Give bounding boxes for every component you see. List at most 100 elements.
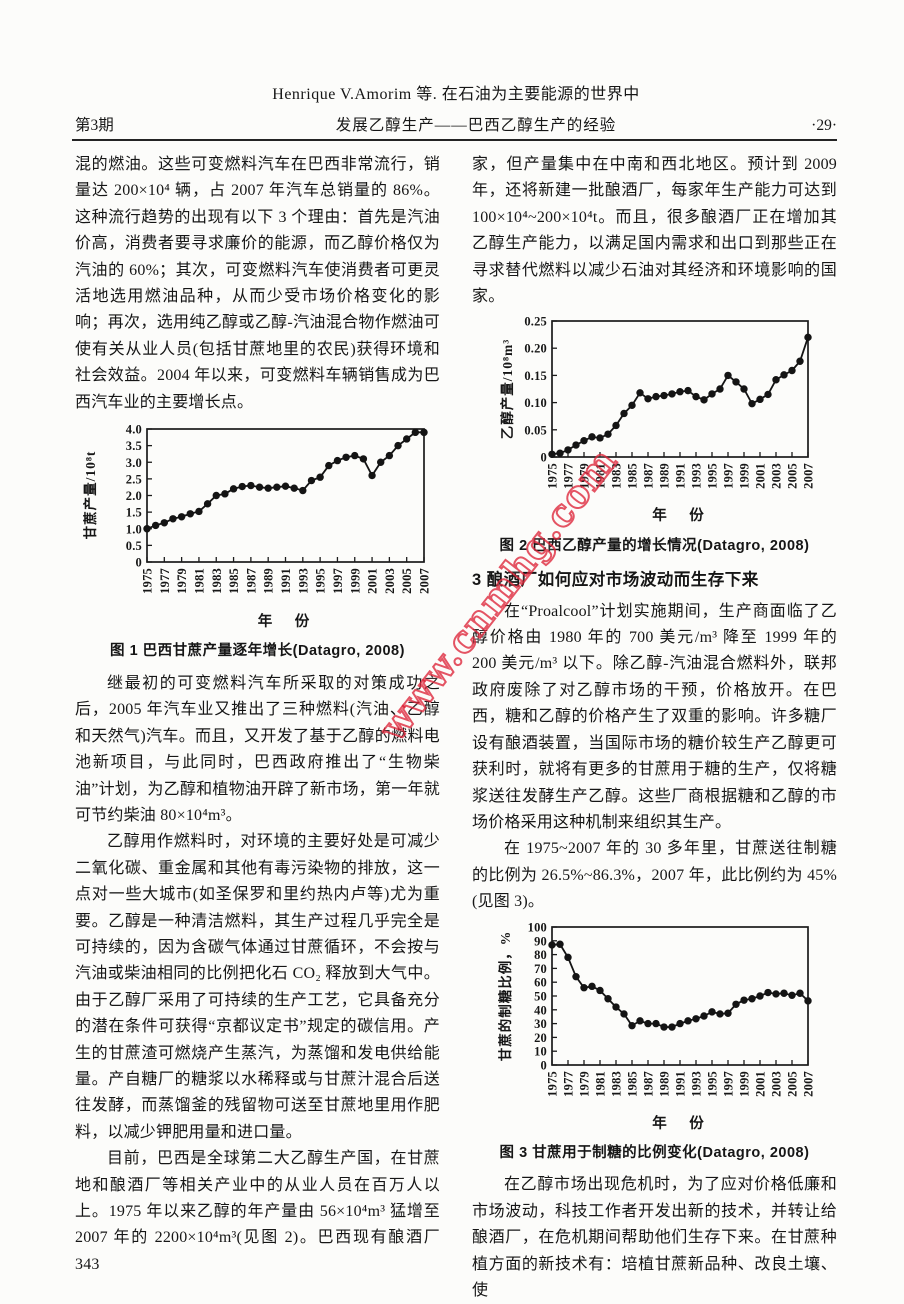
svg-text:20: 20: [534, 1030, 547, 1044]
svg-text:1983: 1983: [610, 1071, 624, 1097]
svg-text:1979: 1979: [578, 1071, 592, 1097]
svg-text:2001: 2001: [754, 463, 768, 489]
running-head-title: Henrique V.Amorim 等. 在石油为主要能源的世界中: [272, 86, 640, 103]
svg-text:1987: 1987: [244, 568, 258, 594]
svg-text:1991: 1991: [279, 568, 293, 594]
left-column: 混的燃油。这些可变燃料汽车在巴西非常流行，销量达 200×10⁴ 辆，占 200…: [75, 152, 440, 1304]
paragraph: 家，但产量集中在中南和西北地区。预计到 2009 年，还将新建一批酿酒厂，每家年…: [472, 156, 837, 306]
svg-text:1985: 1985: [626, 1071, 640, 1097]
svg-text:2003: 2003: [383, 568, 397, 594]
svg-text:2005: 2005: [400, 568, 414, 594]
svg-text:3.5: 3.5: [126, 439, 142, 453]
svg-text:2001: 2001: [366, 568, 380, 594]
svg-text:1995: 1995: [706, 463, 720, 489]
svg-text:1993: 1993: [690, 463, 704, 489]
svg-text:40: 40: [534, 1003, 547, 1017]
svg-text:1985: 1985: [227, 568, 241, 594]
issue-number: 第3期: [75, 117, 114, 134]
figure1-y-axis-label: 甘蔗产量/10⁸t: [82, 451, 98, 540]
svg-text:60: 60: [534, 975, 547, 989]
header-rule: [72, 139, 837, 141]
paragraph: 乙醇用作燃料时，对环境的主要好处是可减少二氧化碳、重金属和其他有毒污染物的排放，…: [75, 833, 440, 1141]
svg-text:1981: 1981: [594, 463, 608, 489]
svg-text:1977: 1977: [562, 463, 576, 489]
svg-text:1987: 1987: [642, 1071, 656, 1097]
svg-text:0.5: 0.5: [126, 539, 142, 553]
svg-text:2007: 2007: [802, 463, 816, 489]
figure1-x-axis-label: 年 份: [257, 614, 314, 631]
svg-text:90: 90: [534, 934, 547, 948]
svg-text:1981: 1981: [192, 568, 206, 594]
svg-text:1989: 1989: [658, 463, 672, 489]
svg-text:70: 70: [534, 961, 547, 975]
svg-text:0.15: 0.15: [524, 369, 547, 383]
svg-text:1989: 1989: [262, 568, 276, 594]
svg-text:1993: 1993: [690, 1071, 704, 1097]
paragraph: 在 1975~2007 年的 30 多年里，甘蔗送往制糖的比例为 26.5%~8…: [472, 840, 837, 911]
svg-text:1991: 1991: [674, 1071, 688, 1097]
figure-1: 甘蔗产量/10⁸t 0 0.5 1.0 1.5 2.0 2.5 3.0 3.5 4.0 1975 1…: [75, 421, 440, 665]
svg-text:1989: 1989: [658, 1071, 672, 1097]
svg-text:1997: 1997: [722, 463, 736, 489]
svg-text:0: 0: [541, 451, 547, 465]
figure2-caption: 图 2 巴西乙醇产量的增长情况(Datagro, 2008): [499, 537, 810, 554]
svg-text:2007: 2007: [418, 568, 432, 594]
svg-text:1991: 1991: [674, 463, 688, 489]
svg-text:80: 80: [534, 948, 547, 962]
page-header: Henrique V.Amorim 等. 在石油为主要能源的世界中 第3期 发展…: [75, 80, 837, 135]
svg-text:1975: 1975: [546, 1071, 560, 1097]
svg-text:1995: 1995: [314, 568, 328, 594]
right-column: 家，但产量集中在中南和西北地区。预计到 2009 年，还将新建一批酿酒厂，每家年…: [472, 152, 837, 1304]
svg-text:1987: 1987: [642, 463, 656, 489]
svg-text:1.0: 1.0: [126, 522, 142, 536]
svg-text:3.0: 3.0: [126, 456, 142, 470]
figure3-x-axis-label: 年 份: [652, 1115, 708, 1132]
figure3-y-axis-label: 甘蔗的制糖比例，%: [497, 930, 513, 1061]
paragraph: 目前，巴西是全球第二大乙醇生产国，在甘蔗地和酿酒厂等相关产业中的从业人员在百万人…: [75, 1150, 440, 1273]
svg-text:2005: 2005: [786, 1071, 800, 1097]
svg-text:1983: 1983: [210, 568, 224, 594]
svg-text:2005: 2005: [786, 463, 800, 489]
paragraph: 在“Proalcool”计划实施期间，生产商面临了乙醇价格由 1980 年的 7…: [472, 602, 837, 831]
paragraph: 混的燃油。这些可变燃料汽车在巴西非常流行，销量达 200×10⁴ 辆，占 200…: [75, 156, 440, 411]
svg-text:1977: 1977: [562, 1071, 576, 1097]
svg-text:2003: 2003: [770, 463, 784, 489]
figure-3: 甘蔗的制糖比例，% 0 10 20 30 40 50 60 70 80 90 100 1975 1977…: [472, 921, 837, 1167]
svg-text:1979: 1979: [175, 568, 189, 594]
figure1-caption: 图 1 巴西甘蔗产量逐年增长(Datagro, 2008): [110, 643, 405, 660]
figure2-x-axis-label: 年 份: [652, 508, 708, 525]
svg-text:1995: 1995: [706, 1071, 720, 1097]
svg-text:1983: 1983: [610, 463, 624, 489]
svg-text:1993: 1993: [296, 568, 310, 594]
svg-text:1975: 1975: [141, 568, 155, 594]
paragraph: 继最初的可变燃料汽车所采取的对策成功之后，2005 年汽车业又推出了三种燃料(汽…: [75, 674, 440, 824]
svg-text:0: 0: [541, 1058, 547, 1072]
svg-text:1999: 1999: [348, 568, 362, 594]
svg-text:50: 50: [534, 989, 547, 1003]
header-row: 第3期 发展乙醇生产——巴西乙醇生产的经验 ·29·: [75, 113, 837, 135]
svg-text:0.20: 0.20: [524, 342, 547, 356]
section-3-heading: 3 酿酒厂如何应对市场波动而生存下来: [472, 571, 759, 590]
figure2-line-chart: 乙醇产量/10⁸m³ 0 0.05 0.10 0.15 0.20 0.25 1975 1977…: [499, 315, 816, 489]
svg-text:1975: 1975: [546, 463, 560, 489]
page-number: ·29·: [811, 117, 837, 134]
svg-text:2007: 2007: [802, 1071, 816, 1097]
figure2-y-axis-label: 乙醇产量/10⁸m³: [499, 339, 515, 440]
svg-text:1979: 1979: [578, 463, 592, 489]
paragraph: 在乙醇市场出现危机时，为了应对价格低廉和市场波动，科技工作者开发出新的技术，并转…: [472, 1176, 837, 1299]
svg-text:1981: 1981: [594, 1071, 608, 1097]
svg-text:2003: 2003: [770, 1071, 784, 1097]
svg-text:1977: 1977: [158, 568, 172, 594]
svg-text:0.10: 0.10: [524, 397, 547, 411]
svg-text:1999: 1999: [738, 463, 752, 489]
article-title: 发展乙醇生产——巴西乙醇生产的经验: [335, 117, 617, 134]
svg-text:30: 30: [534, 1017, 547, 1031]
svg-text:100: 100: [528, 921, 547, 935]
svg-text:1999: 1999: [738, 1071, 752, 1097]
svg-text:1997: 1997: [331, 568, 345, 594]
body-columns: 混的燃油。这些可变燃料汽车在巴西非常流行，销量达 200×10⁴ 辆，占 200…: [75, 152, 837, 1304]
figure3-caption: 图 3 甘蔗用于制糖的比例变化(Datagro, 2008): [499, 1144, 810, 1161]
svg-text:4.0: 4.0: [126, 423, 142, 437]
